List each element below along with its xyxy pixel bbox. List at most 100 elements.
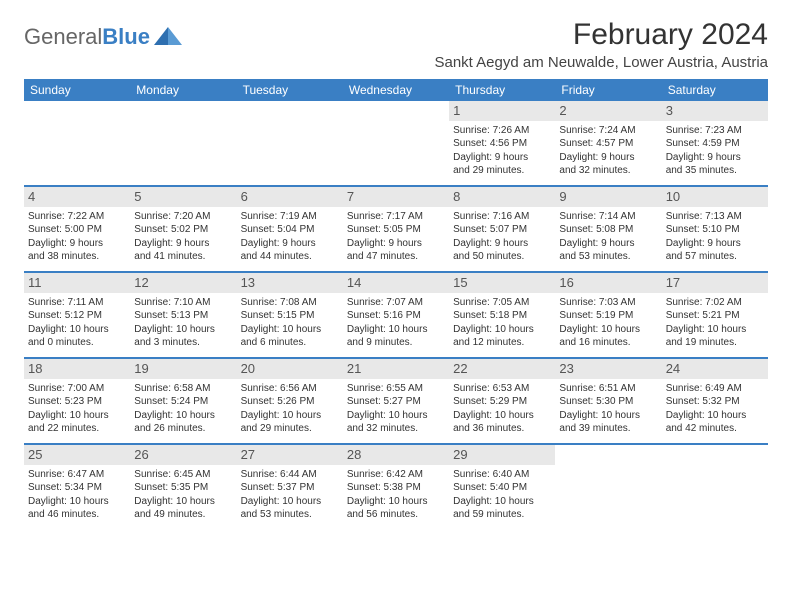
sunset-line: Sunset: 5:30 PM (559, 395, 657, 409)
daylight-line-2: and 59 minutes. (453, 508, 551, 522)
calendar-day-cell: 7Sunrise: 7:17 AMSunset: 5:05 PMDaylight… (343, 187, 449, 271)
brand-logo: GeneralBlue (24, 24, 182, 50)
daylight-line-1: Daylight: 9 hours (134, 237, 232, 251)
day-number: 24 (662, 359, 768, 379)
daylight-line-1: Daylight: 10 hours (134, 409, 232, 423)
daylight-line-2: and 22 minutes. (28, 422, 126, 436)
sunrise-line: Sunrise: 7:26 AM (453, 124, 551, 138)
sunset-line: Sunset: 4:56 PM (453, 137, 551, 151)
calendar-day-cell (662, 445, 768, 531)
daylight-line-2: and 0 minutes. (28, 336, 126, 350)
daylight-line-1: Daylight: 10 hours (241, 409, 339, 423)
daylight-line-1: Daylight: 10 hours (347, 323, 445, 337)
day-number: 29 (449, 445, 555, 465)
calendar-day-cell: 11Sunrise: 7:11 AMSunset: 5:12 PMDayligh… (24, 273, 130, 357)
calendar-day-cell: 5Sunrise: 7:20 AMSunset: 5:02 PMDaylight… (130, 187, 236, 271)
daylight-line-2: and 35 minutes. (666, 164, 764, 178)
calendar-day-cell (343, 101, 449, 185)
day-number: 21 (343, 359, 449, 379)
daylight-line-1: Daylight: 10 hours (28, 409, 126, 423)
day-number: 14 (343, 273, 449, 293)
calendar-day-cell: 16Sunrise: 7:03 AMSunset: 5:19 PMDayligh… (555, 273, 661, 357)
calendar-day-cell: 3Sunrise: 7:23 AMSunset: 4:59 PMDaylight… (662, 101, 768, 185)
calendar-day-cell: 14Sunrise: 7:07 AMSunset: 5:16 PMDayligh… (343, 273, 449, 357)
daylight-line-2: and 41 minutes. (134, 250, 232, 264)
calendar-week: 4Sunrise: 7:22 AMSunset: 5:00 PMDaylight… (24, 187, 768, 273)
brand-general: General (24, 24, 102, 49)
daylight-line-1: Daylight: 10 hours (666, 409, 764, 423)
sunrise-line: Sunrise: 6:58 AM (134, 382, 232, 396)
calendar-day-cell: 17Sunrise: 7:02 AMSunset: 5:21 PMDayligh… (662, 273, 768, 357)
calendar-body: 1Sunrise: 7:26 AMSunset: 4:56 PMDaylight… (24, 101, 768, 531)
sunrise-line: Sunrise: 7:17 AM (347, 210, 445, 224)
sunrise-line: Sunrise: 7:24 AM (559, 124, 657, 138)
daylight-line-1: Daylight: 10 hours (559, 409, 657, 423)
calendar-day-cell: 25Sunrise: 6:47 AMSunset: 5:34 PMDayligh… (24, 445, 130, 531)
daylight-line-1: Daylight: 10 hours (134, 495, 232, 509)
day-number: 11 (24, 273, 130, 293)
sunrise-line: Sunrise: 7:20 AM (134, 210, 232, 224)
brand-blue: Blue (102, 24, 150, 49)
calendar-day-cell: 8Sunrise: 7:16 AMSunset: 5:07 PMDaylight… (449, 187, 555, 271)
location-subtitle: Sankt Aegyd am Neuwalde, Lower Austria, … (434, 54, 768, 71)
calendar-week: 1Sunrise: 7:26 AMSunset: 4:56 PMDaylight… (24, 101, 768, 187)
sunrise-line: Sunrise: 6:51 AM (559, 382, 657, 396)
sunrise-line: Sunrise: 7:14 AM (559, 210, 657, 224)
sunset-line: Sunset: 5:29 PM (453, 395, 551, 409)
daylight-line-1: Daylight: 9 hours (559, 237, 657, 251)
day-number: 22 (449, 359, 555, 379)
sunset-line: Sunset: 5:08 PM (559, 223, 657, 237)
day-number: 2 (555, 101, 661, 121)
daylight-line-1: Daylight: 10 hours (241, 495, 339, 509)
daylight-line-2: and 32 minutes. (347, 422, 445, 436)
calendar-day-cell: 13Sunrise: 7:08 AMSunset: 5:15 PMDayligh… (237, 273, 343, 357)
day-header-cell: Tuesday (237, 79, 343, 101)
daylight-line-1: Daylight: 10 hours (347, 409, 445, 423)
calendar-day-cell (237, 101, 343, 185)
sunrise-line: Sunrise: 6:47 AM (28, 468, 126, 482)
calendar-day-cell: 27Sunrise: 6:44 AMSunset: 5:37 PMDayligh… (237, 445, 343, 531)
day-number: 18 (24, 359, 130, 379)
daylight-line-2: and 6 minutes. (241, 336, 339, 350)
brand-triangle-icon (154, 25, 182, 50)
daylight-line-2: and 26 minutes. (134, 422, 232, 436)
sunset-line: Sunset: 5:24 PM (134, 395, 232, 409)
sunrise-line: Sunrise: 7:10 AM (134, 296, 232, 310)
daylight-line-2: and 57 minutes. (666, 250, 764, 264)
daylight-line-2: and 38 minutes. (28, 250, 126, 264)
sunrise-line: Sunrise: 6:40 AM (453, 468, 551, 482)
sunset-line: Sunset: 5:32 PM (666, 395, 764, 409)
calendar-day-cell: 1Sunrise: 7:26 AMSunset: 4:56 PMDaylight… (449, 101, 555, 185)
daylight-line-1: Daylight: 10 hours (559, 323, 657, 337)
sunset-line: Sunset: 5:10 PM (666, 223, 764, 237)
sunrise-line: Sunrise: 7:13 AM (666, 210, 764, 224)
calendar-week: 11Sunrise: 7:11 AMSunset: 5:12 PMDayligh… (24, 273, 768, 359)
daylight-line-1: Daylight: 10 hours (241, 323, 339, 337)
sunset-line: Sunset: 5:18 PM (453, 309, 551, 323)
daylight-line-2: and 29 minutes. (241, 422, 339, 436)
sunset-line: Sunset: 5:13 PM (134, 309, 232, 323)
calendar-day-header: SundayMondayTuesdayWednesdayThursdayFrid… (24, 79, 768, 101)
sunset-line: Sunset: 5:35 PM (134, 481, 232, 495)
daylight-line-2: and 53 minutes. (559, 250, 657, 264)
day-number: 10 (662, 187, 768, 207)
day-number: 28 (343, 445, 449, 465)
calendar-day-cell: 20Sunrise: 6:56 AMSunset: 5:26 PMDayligh… (237, 359, 343, 443)
day-header-cell: Saturday (662, 79, 768, 101)
day-number: 4 (24, 187, 130, 207)
sunset-line: Sunset: 5:04 PM (241, 223, 339, 237)
sunrise-line: Sunrise: 6:45 AM (134, 468, 232, 482)
daylight-line-1: Daylight: 9 hours (453, 237, 551, 251)
sunset-line: Sunset: 5:21 PM (666, 309, 764, 323)
sunset-line: Sunset: 5:38 PM (347, 481, 445, 495)
daylight-line-2: and 53 minutes. (241, 508, 339, 522)
calendar-week: 25Sunrise: 6:47 AMSunset: 5:34 PMDayligh… (24, 445, 768, 531)
calendar-day-cell (24, 101, 130, 185)
sunset-line: Sunset: 5:27 PM (347, 395, 445, 409)
calendar-day-cell: 28Sunrise: 6:42 AMSunset: 5:38 PMDayligh… (343, 445, 449, 531)
sunset-line: Sunset: 5:19 PM (559, 309, 657, 323)
sunrise-line: Sunrise: 6:49 AM (666, 382, 764, 396)
day-number: 12 (130, 273, 236, 293)
day-number: 7 (343, 187, 449, 207)
daylight-line-1: Daylight: 10 hours (453, 323, 551, 337)
